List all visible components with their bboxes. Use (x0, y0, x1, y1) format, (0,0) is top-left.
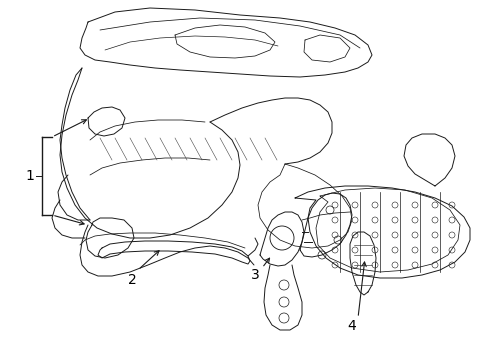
Text: 4: 4 (347, 319, 356, 333)
Text: 1: 1 (25, 169, 34, 183)
Text: 3: 3 (250, 268, 259, 282)
Text: 2: 2 (127, 273, 136, 287)
